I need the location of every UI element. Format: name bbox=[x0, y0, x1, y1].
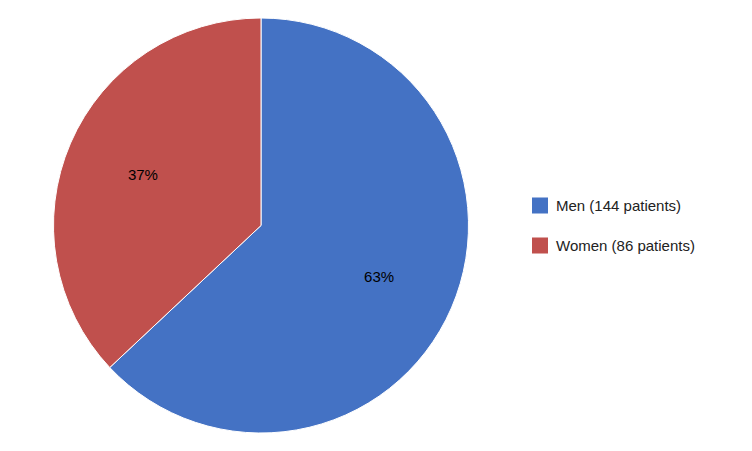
legend-item: Men (144 patients) bbox=[532, 197, 681, 214]
legend-label: Women (86 patients) bbox=[556, 237, 695, 254]
legend-item: Women (86 patients) bbox=[532, 237, 695, 254]
data-label: 63% bbox=[364, 268, 394, 285]
legend-swatch bbox=[532, 238, 548, 254]
pie-slice bbox=[53, 18, 261, 368]
data-label: 37% bbox=[128, 166, 158, 183]
chart: 63% 37% Men (144 patients) Women (86 patien… bbox=[0, 0, 752, 451]
legend-label: Men (144 patients) bbox=[556, 197, 681, 214]
legend-swatch bbox=[532, 198, 548, 214]
legend: Men (144 patients) Women (86 patients) bbox=[532, 197, 695, 254]
pie: 63% 37% bbox=[53, 18, 468, 433]
